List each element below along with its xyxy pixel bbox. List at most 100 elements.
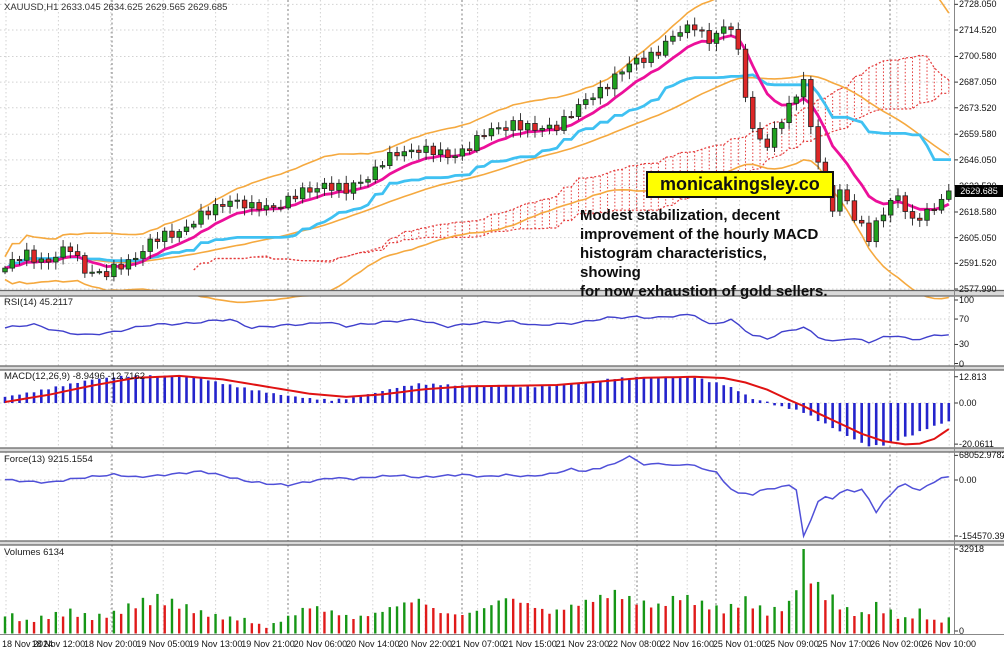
candle-up	[633, 57, 640, 65]
candle-up	[299, 187, 306, 200]
candle-down	[808, 79, 814, 128]
candle-down	[241, 199, 248, 209]
bollinger-middle	[4, 74, 950, 269]
candle-up	[895, 195, 901, 201]
candle-up	[880, 214, 887, 222]
y-axis-label: -154570.39	[959, 530, 1004, 541]
y-axis-label: 2714.520	[959, 25, 997, 35]
time-axis-label: 19 Nov 13:00	[188, 639, 243, 649]
candle-up	[597, 86, 604, 99]
candle-up	[263, 205, 270, 211]
candle-up	[111, 263, 117, 278]
candle-up	[648, 51, 654, 63]
candle-down	[858, 219, 865, 224]
candle-down	[931, 208, 937, 211]
candle-down	[205, 210, 211, 216]
y-axis-label: 2605.050	[959, 232, 997, 243]
candle-up	[140, 251, 146, 259]
y-axis-label: 68052.9782	[959, 450, 1004, 461]
candle-down	[169, 230, 175, 238]
time-axis-label: 19 Nov 05:00	[136, 639, 190, 649]
candle-up	[125, 259, 132, 270]
candle-down	[750, 96, 756, 129]
candle-down	[103, 271, 110, 278]
note-line: histogram characteristics, showing	[580, 245, 767, 281]
candle-up	[96, 271, 103, 274]
candle-up	[793, 96, 800, 104]
y-axis-label: 2591.520	[959, 258, 997, 269]
candle-up	[525, 123, 531, 131]
candle-up	[590, 97, 596, 101]
candle-up	[510, 120, 516, 131]
y-axis-label: 2659.580	[959, 129, 997, 140]
candle-up	[459, 148, 466, 157]
candle-up	[888, 200, 894, 216]
candle-up	[575, 104, 582, 117]
candle-down	[416, 149, 422, 153]
candle-up	[786, 102, 792, 124]
candle-up	[662, 40, 669, 56]
candle-down	[343, 182, 349, 194]
candle-down	[307, 187, 313, 193]
candle-up	[336, 182, 342, 191]
candles	[2, 17, 952, 282]
candle-down	[742, 48, 749, 98]
candle-up	[227, 200, 233, 207]
candle-down	[270, 205, 277, 208]
y-axis-label: 0.00	[959, 475, 977, 485]
candle-up	[539, 128, 545, 131]
candle-down	[844, 189, 850, 202]
candle-down	[16, 259, 23, 262]
candle-down	[866, 222, 872, 243]
candle-down	[909, 211, 916, 219]
candle-up	[612, 73, 618, 90]
candle-up	[176, 231, 182, 238]
candle-up	[249, 202, 255, 209]
candle-up	[60, 246, 66, 258]
candle-up	[771, 127, 778, 148]
candle-down	[851, 200, 858, 221]
y-axis-label: 2728.050	[959, 0, 997, 10]
candle-up	[452, 155, 458, 159]
candle-up	[132, 257, 139, 261]
time-axis-label: 18 Nov 20:00	[84, 639, 138, 649]
time-axis-label: 19 Nov 21:00	[241, 639, 295, 649]
kijun-line	[4, 73, 951, 272]
y-axis-label: 2687.050	[959, 77, 997, 88]
candle-down	[328, 182, 335, 191]
candle-up	[437, 149, 444, 156]
candle-up	[423, 145, 429, 153]
candle-up	[946, 190, 952, 200]
candle-up	[561, 116, 567, 131]
candle-down	[430, 145, 437, 156]
candle-up	[372, 166, 378, 180]
candle-up	[350, 182, 357, 194]
commentary-note: Modest stabilization, decent improvement…	[580, 206, 830, 301]
y-axis-label: 2646.050	[959, 154, 997, 165]
candle-up	[938, 198, 945, 211]
candle-up	[401, 151, 407, 157]
candle-up	[546, 124, 553, 129]
candle-up	[626, 63, 633, 73]
time-axis-label: 26 Nov 10:00	[922, 639, 976, 649]
candle-up	[191, 223, 197, 228]
candle-up	[162, 230, 168, 242]
ichimoku-cloud	[193, 54, 950, 271]
time-axis-label: 20 Nov 14:00	[346, 639, 400, 649]
y-axis-label: 0	[959, 358, 965, 369]
candle-down	[757, 128, 763, 140]
candle-down	[481, 135, 487, 138]
candle-down	[917, 217, 923, 221]
candle-down	[394, 152, 400, 157]
candle-down	[67, 246, 74, 252]
candle-up	[713, 32, 720, 44]
candle-down	[655, 51, 662, 56]
candle-up	[677, 32, 683, 37]
note-line: Modest stabilization, decent	[580, 207, 781, 224]
candle-up	[358, 181, 364, 184]
time-axis-label: 26 Nov 02:00	[870, 639, 924, 649]
y-axis-label: 12.813	[959, 371, 987, 382]
candle-down	[517, 120, 524, 131]
